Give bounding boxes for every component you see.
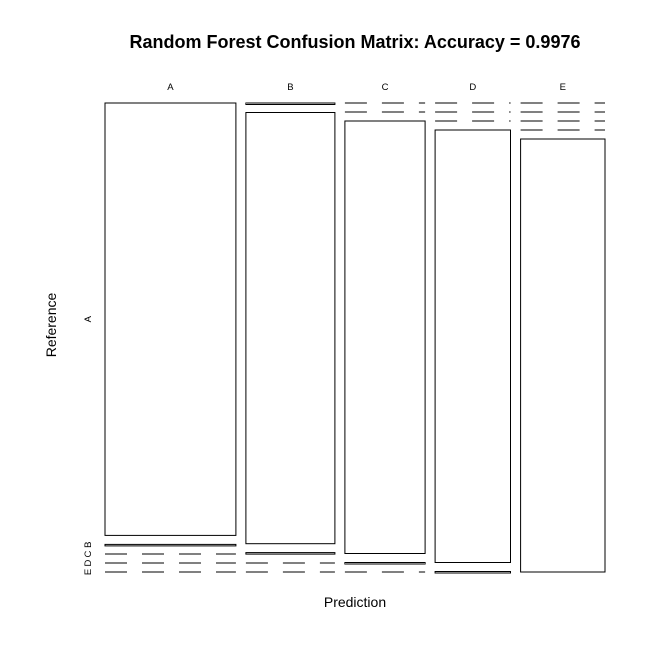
tile-pred-b-ref-b bbox=[245, 112, 336, 545]
x-axis-title: Prediction bbox=[324, 594, 386, 610]
tile-pred-a-ref-b bbox=[104, 543, 237, 547]
y-tick-label-c: C bbox=[83, 550, 94, 557]
y-tick-label-a: A bbox=[83, 315, 94, 322]
x-tick-labels: A B C D E bbox=[167, 82, 566, 93]
tile-pred-a-ref-a bbox=[104, 102, 237, 536]
y-tick-label-d: D bbox=[83, 559, 94, 566]
tile-pred-c-ref-c bbox=[344, 120, 426, 554]
tile-pred-e-ref-e bbox=[520, 138, 606, 573]
x-tick-label-e: E bbox=[560, 82, 566, 93]
x-tick-label-c: C bbox=[382, 82, 389, 93]
x-tick-label-a: A bbox=[167, 82, 174, 93]
tile-pred-d-ref-e bbox=[434, 571, 512, 574]
x-tick-label-d: D bbox=[469, 82, 476, 93]
y-axis-title: Reference bbox=[43, 292, 59, 357]
tile-pred-d-ref-d bbox=[434, 129, 512, 563]
tile-pred-c-ref-d bbox=[344, 562, 426, 565]
chart-title: Random Forest Confusion Matrix: Accuracy… bbox=[130, 32, 581, 52]
y-tick-label-b: B bbox=[83, 542, 94, 548]
y-tick-label-e: E bbox=[83, 569, 94, 575]
x-tick-label-b: B bbox=[287, 82, 293, 93]
tile-pred-b-ref-c bbox=[245, 552, 336, 555]
mosaic-tiles bbox=[104, 102, 606, 574]
tile-pred-b-ref-a bbox=[245, 102, 336, 105]
